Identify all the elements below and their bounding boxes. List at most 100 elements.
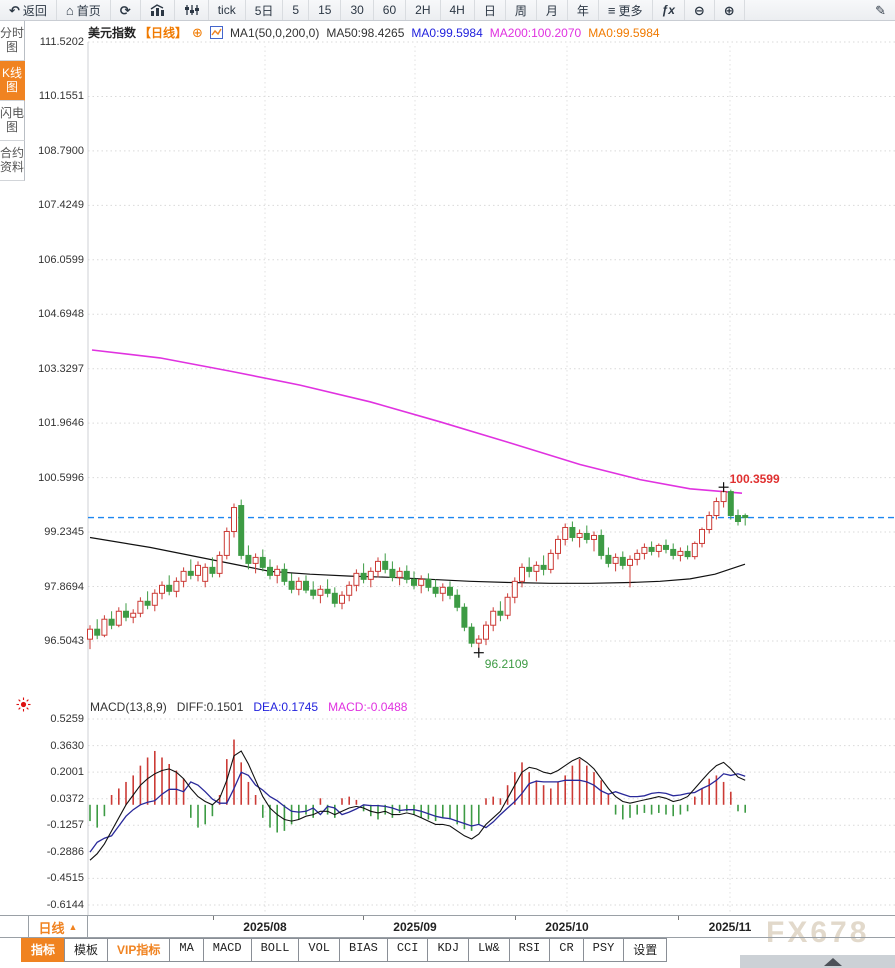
indicator-tab-KDJ[interactable]: KDJ (427, 938, 470, 962)
candle-body (454, 594, 461, 608)
toolbar-draw-icon[interactable]: ✎ (866, 0, 895, 20)
toolbar-year-button[interactable]: 年 (568, 0, 599, 20)
candle-body (353, 572, 360, 586)
candle-body (324, 588, 331, 594)
toolbar-month-button[interactable]: 月 (537, 0, 568, 20)
toolbar-tick-button[interactable]: tick (209, 0, 246, 20)
price-tick-label: 97.8694 (44, 580, 84, 593)
toolbar-h2-button[interactable]: 2H (406, 0, 441, 20)
indicator-tab-RSI[interactable]: RSI (508, 938, 551, 962)
candle-body (123, 610, 129, 618)
candle-body (115, 610, 122, 626)
chart-type-icon (150, 4, 165, 16)
indicator-tab-VOL[interactable]: VOL (298, 938, 341, 962)
candle-body (735, 515, 741, 522)
candle-body (223, 530, 230, 556)
candle-body (418, 578, 425, 586)
macd-dea-value: DEA:0.1745 (253, 700, 319, 714)
toolbar-min5-button[interactable]: 5 (283, 0, 310, 20)
time-axis-label: 2025/10 (545, 920, 589, 934)
sidebar-item-分时图[interactable]: 分时图 (0, 21, 25, 61)
candle-body (576, 532, 583, 538)
candle-body (432, 586, 439, 594)
candle-body (396, 570, 403, 578)
candle-body (684, 550, 691, 558)
toolbar-zoom-in-icon[interactable]: ⊕ (715, 0, 745, 20)
zoom-in-icon: ⊕ (723, 2, 735, 18)
indicator-tab-MA[interactable]: MA (169, 938, 204, 962)
scroll-up-arrow-icon (823, 957, 842, 966)
toolbar-5day-button[interactable]: 5日 (246, 0, 284, 20)
candle-body (641, 546, 648, 554)
candle-body (461, 606, 468, 628)
price-tick-label: 106.0599 (38, 253, 84, 266)
candle-body (310, 589, 317, 596)
candle-body (94, 628, 101, 636)
candle-body (583, 532, 590, 540)
indicator-tab-指标[interactable]: 指标 (21, 938, 66, 962)
indicator-tab-LW&[interactable]: LW& (468, 938, 510, 962)
price-tick-label: 101.9646 (38, 417, 84, 430)
indicator-tab-PSY[interactable]: PSY (582, 938, 625, 962)
candle-body (648, 546, 655, 552)
candle-body (519, 566, 525, 582)
candle-body (727, 491, 734, 517)
toolbar-min60-button[interactable]: 60 (374, 0, 407, 20)
price-tick-label: 99.2345 (44, 526, 84, 539)
toolbar-zoom-out-icon[interactable]: ⊖ (685, 0, 715, 20)
toolbar-home-button[interactable]: ⌂ 首页 (57, 0, 111, 20)
time-axis-row: 日线 ▲ 2025/08 2025/09 2025/10 2025/11 (0, 915, 895, 938)
toolbar-min15-button[interactable]: 15 (309, 0, 342, 20)
candle-body (317, 588, 324, 596)
price-tick-label: 103.3297 (38, 362, 84, 375)
candle-body (699, 528, 705, 544)
macd-tick-label: 0.2001 (50, 766, 84, 779)
toolbar-h4-button[interactable]: 4H (441, 0, 475, 20)
candle-body (209, 566, 216, 574)
period-up-arrow: ▲ (68, 922, 78, 932)
time-axis-label: 2025/09 (393, 920, 437, 934)
sidebar-item-合约资料[interactable]: 合约资料 (0, 141, 25, 181)
price-tick-label: 111.5202 (39, 36, 84, 48)
indicator-tab-设置[interactable]: 设置 (623, 938, 668, 962)
candle-body (382, 560, 389, 570)
sidebar-item-K线图[interactable]: K线图 (0, 61, 25, 101)
toolbar-chart-type-icon[interactable] (141, 0, 175, 20)
indicator-tab-模板[interactable]: 模板 (64, 938, 109, 962)
indicator-tab-MACD[interactable]: MACD (202, 938, 252, 962)
toolbar-indicator-params-icon[interactable] (175, 0, 209, 20)
toolbar-refresh-icon[interactable]: ⟳ (111, 0, 141, 20)
add-compare-icon[interactable]: ⊕ (192, 24, 203, 40)
indicator-settings-sun-icon[interactable] (16, 697, 31, 717)
toolbar-day-button[interactable]: 日 (475, 0, 506, 20)
candle-body (627, 558, 633, 566)
bottom-scrollbar[interactable] (740, 955, 895, 968)
candle-body (706, 515, 713, 530)
macd-tick-label: 0.0372 (50, 792, 84, 805)
candle-body (598, 534, 605, 556)
indicator-params-icon (184, 4, 199, 16)
ma-indicator-icon[interactable] (209, 26, 223, 39)
toolbar-back-button[interactable]: ↶ 返回 (0, 0, 57, 20)
zoom-out-icon: ⊖ (693, 2, 705, 18)
indicator-tab-CCI[interactable]: CCI (386, 938, 429, 962)
toolbar-fx-button[interactable]: ƒx (653, 0, 685, 20)
sidebar-item-闪电图[interactable]: 闪电图 (0, 101, 25, 141)
indicator-tab-VIP指标[interactable]: VIP指标 (107, 938, 171, 962)
home-icon: ⌂ (65, 2, 74, 18)
candle-body (252, 556, 259, 564)
candle-body (677, 550, 684, 556)
toolbar-more-button[interactable]: ≡ 更多 (599, 0, 653, 20)
candle-body (411, 578, 417, 586)
toolbar-week-button[interactable]: 周 (506, 0, 537, 20)
candle-body (447, 586, 453, 596)
candle-body (144, 600, 151, 606)
indicator-tab-BIAS[interactable]: BIAS (339, 938, 388, 962)
indicator-tab-BOLL[interactable]: BOLL (250, 938, 300, 962)
candle-body (475, 638, 482, 644)
toolbar-min30-button[interactable]: 30 (341, 0, 374, 20)
period-selector[interactable]: 日线 ▲ (28, 916, 88, 938)
period-tag: 【日线】 (139, 26, 188, 40)
indicator-tab-CR[interactable]: CR (549, 938, 584, 962)
